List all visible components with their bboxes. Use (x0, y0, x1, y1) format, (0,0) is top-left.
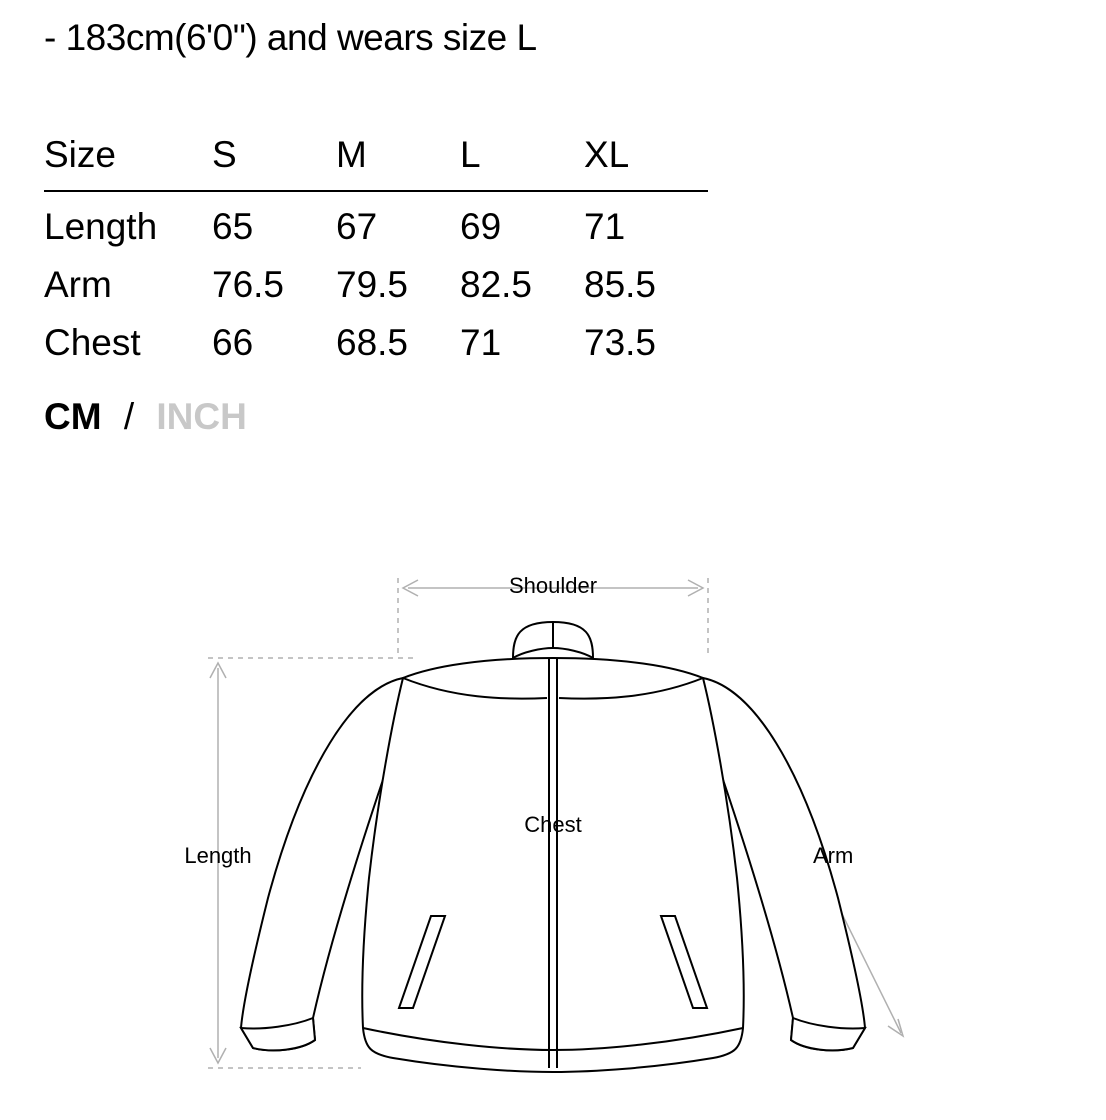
unit-toggle: CM / INCH (44, 396, 1062, 438)
table-header-size: L (460, 126, 584, 191)
label-shoulder: Shoulder (509, 573, 597, 598)
cell: 73.5 (584, 314, 708, 372)
model-info: - 183cm(6'0") and wears size L (44, 14, 1062, 62)
cell: 82.5 (460, 256, 584, 314)
cell: 69 (460, 191, 584, 256)
jacket-diagram: Shoulder Chest Length Arm (44, 538, 1062, 1098)
row-label: Length (44, 191, 212, 256)
table-header-size: M (336, 126, 460, 191)
table-header-size: XL (584, 126, 708, 191)
unit-inch-button[interactable]: INCH (156, 396, 246, 437)
row-label: Chest (44, 314, 212, 372)
cell: 71 (584, 191, 708, 256)
unit-cm-button[interactable]: CM (44, 396, 102, 437)
table-row: Length 65 67 69 71 (44, 191, 708, 256)
cell: 67 (336, 191, 460, 256)
label-chest: Chest (524, 812, 581, 837)
size-table: Size S M L XL Length 65 67 69 71 Arm 76.… (44, 126, 708, 372)
cell: 76.5 (212, 256, 336, 314)
table-row: Arm 76.5 79.5 82.5 85.5 (44, 256, 708, 314)
cell: 79.5 (336, 256, 460, 314)
label-arm: Arm (813, 843, 853, 868)
cell: 85.5 (584, 256, 708, 314)
table-row: Chest 66 68.5 71 73.5 (44, 314, 708, 372)
label-length: Length (184, 843, 251, 868)
cell: 68.5 (336, 314, 460, 372)
row-label: Arm (44, 256, 212, 314)
unit-separator: / (112, 396, 146, 437)
cell: 65 (212, 191, 336, 256)
cell: 66 (212, 314, 336, 372)
table-header-size: S (212, 126, 336, 191)
cell: 71 (460, 314, 584, 372)
table-header-label: Size (44, 126, 212, 191)
